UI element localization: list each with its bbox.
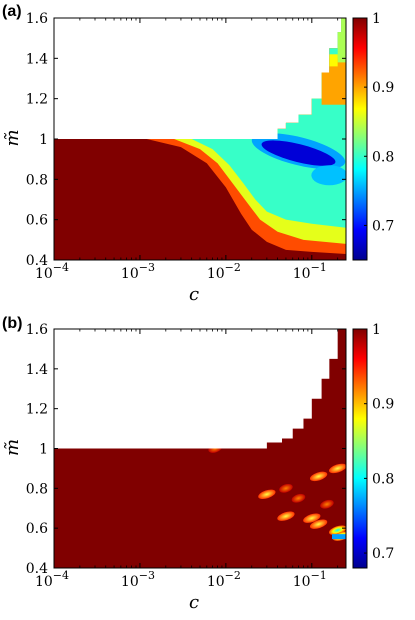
x-tick-base: 10 xyxy=(121,574,139,590)
y-tick-label: 0.4 xyxy=(26,561,48,577)
x-tick-label: 10−1 xyxy=(293,569,327,590)
x-tick-exponent: −2 xyxy=(225,261,241,274)
colorbar-tick-label: 1 xyxy=(372,322,381,338)
x-tick-base: 10 xyxy=(293,574,311,590)
colorbar-tick-label: 0.9 xyxy=(372,80,394,96)
y-tick-label: 1.2 xyxy=(26,92,48,108)
y-tick-label: 1.6 xyxy=(26,322,48,338)
x-tick-exponent: −4 xyxy=(53,261,69,274)
x-tick-label: 10−2 xyxy=(207,569,241,590)
colorbar-tick-label: 0.7 xyxy=(372,218,394,234)
spot-3 xyxy=(303,513,321,523)
x-tick-exponent: −3 xyxy=(139,261,155,274)
panel-label: (b) xyxy=(2,315,22,332)
x-tick-exponent: −2 xyxy=(225,569,241,582)
colorbar-tick-label: 0.7 xyxy=(372,546,394,562)
y-tick-label: 1 xyxy=(39,442,48,458)
x-tick-label: 10−3 xyxy=(121,569,155,590)
spot-8 xyxy=(329,463,346,474)
value-field xyxy=(208,444,346,541)
colorbar-tick-label: 0.8 xyxy=(372,149,394,165)
colorbar xyxy=(352,328,368,569)
x-tick-exponent: −1 xyxy=(311,261,327,274)
trough-tail xyxy=(311,165,346,186)
y-tick-label: 1.4 xyxy=(26,362,48,378)
x-tick-exponent: −1 xyxy=(311,569,327,582)
y-tick-label: 1.4 xyxy=(26,51,48,67)
x-tick-base: 10 xyxy=(207,574,225,590)
x-tick-base: 10 xyxy=(121,266,139,282)
heatmap-panel-a: 0.40.60.811.21.41.610−4 10−3 10−2 10−1cm̃(a… xyxy=(2,3,394,305)
heatmap-panel-b: 0.40.60.811.21.41.610−4 10−3 10−2 10−1cm̃(b… xyxy=(2,315,394,613)
colorbar xyxy=(352,17,368,261)
x-tick-base: 10 xyxy=(35,266,53,282)
spot-1 xyxy=(258,489,276,500)
spot-7 xyxy=(309,471,328,482)
trough-core xyxy=(261,140,336,166)
spot-10 xyxy=(320,499,334,509)
x-tick-base: 10 xyxy=(35,574,53,590)
x-tick-exponent: −4 xyxy=(53,569,69,582)
y-tick-label: 1 xyxy=(39,132,48,148)
plot-area xyxy=(54,329,346,568)
green-step xyxy=(329,54,338,67)
spot-9 xyxy=(291,493,306,503)
colorbar-tick-label: 0.8 xyxy=(372,471,394,487)
spot-2 xyxy=(277,511,295,521)
x-tick-label: 10−2 xyxy=(207,261,241,282)
x-tick-exponent: −3 xyxy=(139,569,155,582)
x-tick-base: 10 xyxy=(207,266,225,282)
spot-11 xyxy=(279,483,293,493)
x-tick-label: 10−1 xyxy=(293,261,327,282)
x-tick-label: 10−3 xyxy=(121,261,155,282)
x-tick-label: 10−4 xyxy=(35,261,69,282)
y-tick-label: 0.8 xyxy=(26,172,48,188)
y-tick-label: 0.4 xyxy=(26,253,48,269)
y-tick-label: 0.8 xyxy=(26,481,48,497)
y-tick-label: 0.6 xyxy=(26,213,48,229)
edge-blue-spot xyxy=(332,534,346,540)
y-axis-label: m̃ xyxy=(2,129,23,146)
spot-4 xyxy=(309,519,328,529)
data-region xyxy=(54,329,346,568)
plot-area xyxy=(54,18,346,260)
x-tick-base: 10 xyxy=(293,266,311,282)
colorbar-tick-label: 0.9 xyxy=(372,397,394,413)
colorbar-tick-label: 1 xyxy=(372,11,381,27)
panel-label: (a) xyxy=(2,3,22,20)
green-region xyxy=(337,18,346,63)
x-axis-label: c xyxy=(189,284,199,305)
y-tick-label: 0.6 xyxy=(26,521,48,537)
x-tick-label: 10−4 xyxy=(35,569,69,590)
y-tick-label: 1.6 xyxy=(26,11,48,27)
y-axis-label: m̃ xyxy=(2,439,23,456)
y-tick-label: 1.2 xyxy=(26,402,48,418)
x-axis-label: c xyxy=(189,592,199,613)
